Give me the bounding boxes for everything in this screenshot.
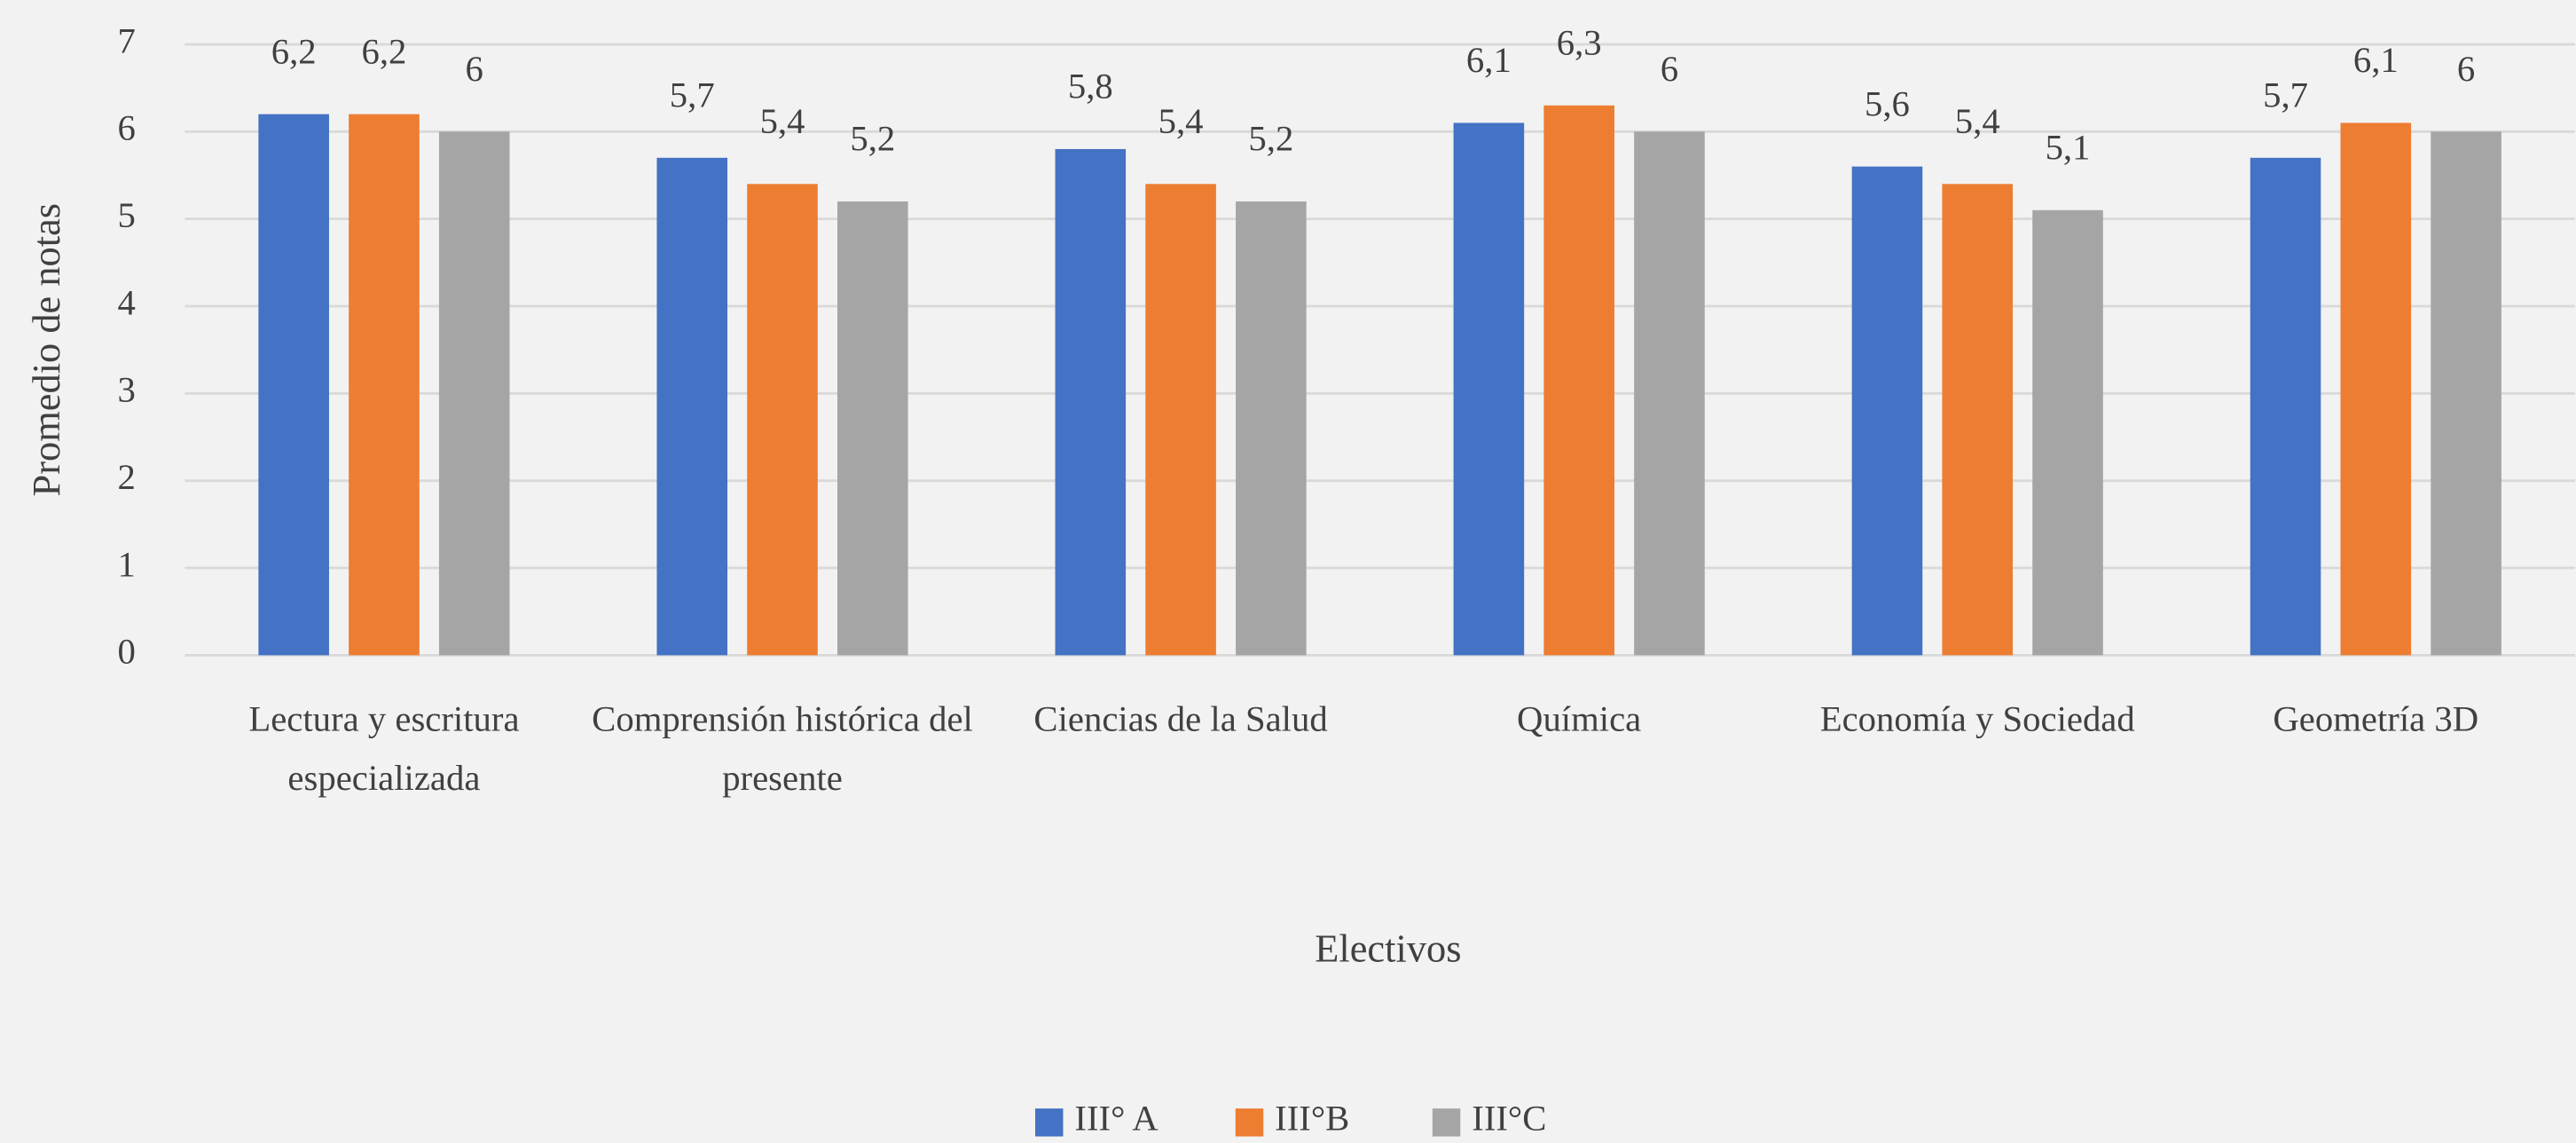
bar xyxy=(1145,184,1216,656)
bar xyxy=(1851,166,1923,656)
y-tick-label: 5 xyxy=(118,195,136,235)
x-tick-label: Comprensión histórica del presente xyxy=(592,698,973,799)
legend-label: III°C xyxy=(1472,1098,1546,1138)
data-label: 5,2 xyxy=(1248,119,1293,159)
bar xyxy=(2032,209,2103,656)
y-tick-label: 4 xyxy=(118,282,136,322)
x-tick-label: Economía y Sociedad xyxy=(1819,698,2135,739)
bar xyxy=(747,184,818,656)
bar xyxy=(258,114,329,656)
data-label: 5,8 xyxy=(1068,67,1113,106)
bar xyxy=(349,114,420,656)
data-label: 6,2 xyxy=(362,31,407,71)
data-label: 5,7 xyxy=(670,75,715,115)
y-tick-label: 3 xyxy=(118,370,136,410)
x-tick-label-box: Lectura y escritura especializada xyxy=(248,698,520,799)
data-label: 5,7 xyxy=(2263,75,2308,115)
x-tick-label-box: Geometría 3D xyxy=(2273,698,2479,739)
data-label: 5,4 xyxy=(760,101,805,141)
y-tick-label: 1 xyxy=(118,544,136,584)
bar xyxy=(2431,131,2501,656)
x-tick-label: Ciencias de la Salud xyxy=(1033,698,1328,739)
bar xyxy=(1453,122,1525,656)
data-label: 6 xyxy=(466,49,483,89)
x-tick-label: Química xyxy=(1517,698,1642,739)
x-tick-label-box: Química xyxy=(1517,698,1642,739)
bar xyxy=(1543,105,1614,656)
bar xyxy=(1236,201,1307,656)
bar xyxy=(1634,131,1705,656)
bar xyxy=(1942,184,2014,656)
data-label: 5,4 xyxy=(1158,101,1204,141)
data-label: 5,4 xyxy=(1955,101,2000,141)
y-tick-label: 6 xyxy=(118,108,136,148)
data-label: 6,1 xyxy=(2353,40,2399,80)
data-label: 5,2 xyxy=(850,119,895,159)
data-label: 6,2 xyxy=(271,31,317,71)
bar xyxy=(656,157,728,656)
legend-swatch xyxy=(1432,1108,1461,1137)
data-label: 5,6 xyxy=(1865,83,1910,123)
x-tick-label-box: Ciencias de la Salud xyxy=(1033,698,1328,739)
legend-swatch xyxy=(1235,1108,1264,1137)
legend-swatch xyxy=(1035,1108,1064,1137)
x-tick-label: Geometría 3D xyxy=(2273,698,2479,739)
bar xyxy=(1055,148,1127,656)
x-tick-label-box: Economía y Sociedad xyxy=(1819,698,2135,739)
bar xyxy=(2250,157,2321,656)
data-label: 6,3 xyxy=(1557,23,1602,63)
x-axis-label: Electivos xyxy=(1315,926,1461,971)
data-label: 5,1 xyxy=(2046,128,2091,168)
data-label: 6,1 xyxy=(1466,40,1512,80)
legend-label: III° A xyxy=(1074,1098,1158,1138)
y-axis-label: Promedio de notas xyxy=(24,203,68,497)
legend-label: III°B xyxy=(1275,1098,1349,1138)
y-tick-label: 2 xyxy=(118,457,136,497)
data-label: 6 xyxy=(1661,49,1678,89)
x-tick-label-box: Comprensión histórica del presente xyxy=(592,698,973,799)
y-tick-label: 7 xyxy=(118,20,136,60)
bar xyxy=(2340,122,2412,656)
bar xyxy=(837,201,908,656)
y-tick-label: 0 xyxy=(118,632,136,672)
data-label: 6 xyxy=(2457,49,2475,89)
bar xyxy=(438,131,510,656)
x-tick-label: Lectura y escritura especializada xyxy=(248,698,520,799)
